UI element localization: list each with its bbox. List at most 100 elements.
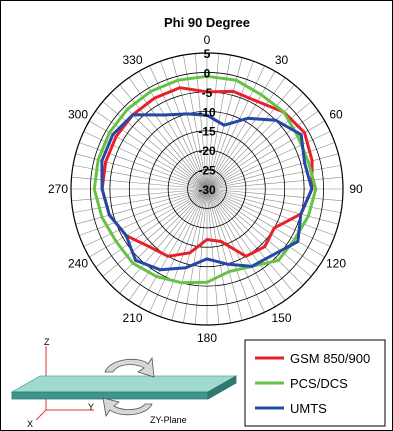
grid-spoke xyxy=(206,101,312,190)
grid-spoke xyxy=(95,110,208,190)
grid-spoke xyxy=(206,53,220,190)
grid-spoke xyxy=(83,188,208,247)
grid-spoke xyxy=(194,53,208,190)
plane-label: ZY-Plane xyxy=(150,415,187,425)
grid-spoke xyxy=(183,188,208,323)
angle-tick-label: 90 xyxy=(349,182,363,196)
grid-spoke xyxy=(206,142,335,190)
legend-label-pcs: PCS/DCS xyxy=(290,376,348,391)
grid-spoke xyxy=(206,65,265,190)
grid-spoke xyxy=(194,188,208,325)
grid-spoke xyxy=(206,188,312,277)
radial-tick-label: -15 xyxy=(198,125,216,139)
series-line-0 xyxy=(100,86,314,258)
radial-tick-label: -5 xyxy=(202,86,213,100)
grid-ring xyxy=(148,130,266,248)
angle-tick-label: 330 xyxy=(122,53,142,67)
grid-spoke xyxy=(110,188,208,286)
grid-ring xyxy=(187,169,227,209)
grid-spoke xyxy=(206,188,343,202)
angle-tick-label: 0 xyxy=(204,33,211,47)
radial-tick-label: -25 xyxy=(198,164,216,178)
grid-spoke xyxy=(206,188,335,236)
grid-spoke xyxy=(206,188,325,258)
angle-tick-label: 300 xyxy=(68,108,88,122)
grid-spoke xyxy=(206,131,331,190)
angle-tick-label: 150 xyxy=(271,311,291,325)
angle-tick-label: 120 xyxy=(326,257,346,271)
radial-tick-label: 0 xyxy=(204,66,211,80)
x-axis-line xyxy=(35,409,47,421)
grid-spoke xyxy=(160,61,208,190)
grid-spoke xyxy=(206,188,276,307)
grid-spoke xyxy=(206,188,231,323)
angle-tick-label: 30 xyxy=(275,53,289,67)
series-line-1 xyxy=(92,74,318,285)
grid-spoke xyxy=(206,188,286,301)
grid-spoke xyxy=(83,131,208,190)
grid-spoke xyxy=(206,61,254,190)
grid-spoke xyxy=(71,188,208,202)
plate-side xyxy=(207,375,237,400)
plate-top xyxy=(10,375,238,393)
grid-spoke xyxy=(128,77,208,190)
grid-spoke xyxy=(206,188,341,213)
grid-spoke xyxy=(206,188,319,268)
grid-spoke xyxy=(183,55,208,190)
grid-spoke xyxy=(79,188,208,236)
grid-spoke xyxy=(79,142,208,190)
grid-spoke xyxy=(206,188,243,321)
grid-spoke xyxy=(206,188,254,317)
angle-tick-label: 240 xyxy=(68,257,88,271)
x-axis-label: X xyxy=(27,419,33,429)
angle-tick-label: 60 xyxy=(329,108,343,122)
grid-spoke xyxy=(206,153,339,190)
grid-spoke xyxy=(206,92,304,190)
grid-spoke xyxy=(138,188,208,307)
grid-spoke xyxy=(89,188,208,258)
radial-tick-label: -20 xyxy=(198,144,216,158)
y-axis-label: Y xyxy=(88,402,94,412)
grid-spoke xyxy=(206,176,343,190)
series-line-2 xyxy=(100,112,314,272)
grid-spoke xyxy=(149,188,208,313)
grid-ring xyxy=(128,110,286,268)
grid-spoke xyxy=(102,188,208,277)
angle-tick-label: 210 xyxy=(122,311,142,325)
radial-tick-label: -10 xyxy=(198,105,216,119)
grid-spoke xyxy=(128,188,208,301)
chart-title: Phi 90 Degree xyxy=(164,15,250,30)
angle-tick-label: 270 xyxy=(48,182,68,196)
grid-spoke xyxy=(206,165,341,190)
grid-spoke xyxy=(206,188,295,294)
grid-spoke xyxy=(71,176,208,190)
legend-label-gsm: GSM 850/900 xyxy=(290,351,370,366)
grid-spoke xyxy=(206,110,319,190)
grid-spoke xyxy=(75,188,208,225)
radial-tick-label: 5 xyxy=(204,47,211,61)
grid-spoke xyxy=(206,84,295,190)
grid-spoke xyxy=(149,65,208,190)
rotation-arrow-icon xyxy=(104,356,155,378)
grid-ring xyxy=(90,72,324,306)
grid-spoke xyxy=(73,188,208,213)
z-axis-label: Z xyxy=(44,337,50,347)
grid-spoke xyxy=(206,188,304,286)
angle-tick-label: 180 xyxy=(197,331,217,345)
plate-front xyxy=(11,391,209,400)
legend: GSM 850/900 PCS/DCS UMTS xyxy=(244,339,386,427)
grid-ring xyxy=(167,149,247,229)
orientation-diagram: Z Y X ZY-Plane xyxy=(10,337,238,429)
legend-label-umts: UMTS xyxy=(290,401,327,416)
radial-tick-label: -30 xyxy=(198,183,216,197)
grid-spoke xyxy=(206,77,286,190)
grid-spoke xyxy=(95,188,208,268)
grid-spoke xyxy=(73,165,208,190)
grid-spoke xyxy=(171,188,208,321)
grid-spoke xyxy=(206,188,331,247)
grid-ring xyxy=(70,52,344,326)
grid-spoke xyxy=(206,188,339,225)
rotation-arrow-icon xyxy=(102,397,153,418)
grid-spoke xyxy=(119,188,208,294)
